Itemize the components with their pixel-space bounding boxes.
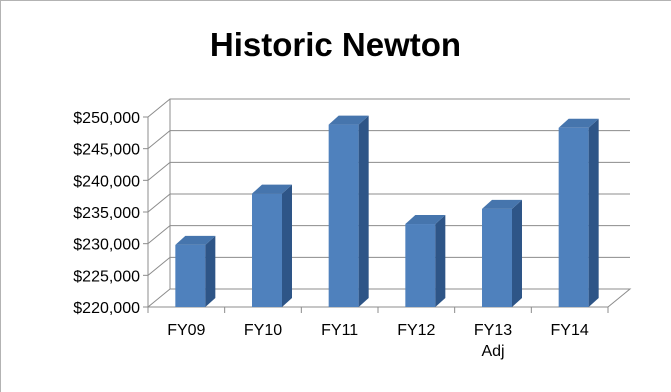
y-tick-label: $240,000 <box>73 173 140 190</box>
gridline <box>147 193 630 213</box>
bars <box>175 115 599 308</box>
bar-top <box>405 215 446 225</box>
y-tick-label: $225,000 <box>73 268 140 285</box>
bar-side <box>588 118 599 308</box>
bar-side <box>282 184 292 307</box>
y-tick-label: $250,000 <box>73 110 140 127</box>
x-tick-label: FY13 Adj <box>474 322 512 360</box>
bar <box>405 215 446 307</box>
bar-top <box>328 115 369 125</box>
bar-front <box>558 127 589 308</box>
bar-side <box>358 115 369 307</box>
bar-top <box>482 199 522 209</box>
bar-front <box>328 124 359 307</box>
chart-title: Historic Newton <box>209 26 462 63</box>
bar-side <box>205 235 216 307</box>
y-axis-ticks: $220,000 $225,000 $230,000 $235,000 $240,000… <box>73 110 148 317</box>
bar-front <box>482 208 512 307</box>
y-tick-label: $245,000 <box>73 142 140 159</box>
x-tick-label: FY11 <box>321 322 358 339</box>
bar-top <box>175 235 216 245</box>
bar-side <box>435 215 446 307</box>
gridline <box>147 161 630 181</box>
bar <box>328 115 369 307</box>
bar <box>252 184 292 307</box>
bar-front <box>405 224 436 307</box>
y-tick-label: $235,000 <box>73 205 140 222</box>
gridline <box>147 98 630 118</box>
y-tick-label: $230,000 <box>73 237 140 254</box>
x-tick-label: FY09 <box>167 322 205 339</box>
bar <box>482 199 522 307</box>
gridline <box>147 225 630 245</box>
x-tick-label: FY14 <box>551 322 589 339</box>
gridline <box>147 130 630 150</box>
bar-front <box>175 244 206 307</box>
bar <box>558 118 599 308</box>
bar <box>175 235 216 307</box>
bar-top <box>558 118 599 128</box>
floor-outline <box>147 288 632 308</box>
bar-front <box>252 193 282 307</box>
bar-side <box>512 199 522 307</box>
gridline <box>147 256 630 276</box>
bar-top <box>252 184 292 194</box>
x-tick-label: FY10 <box>244 322 282 339</box>
x-axis-ticks: FY09 FY10 FY11 FY12 FY13 Adj FY14 <box>147 307 609 360</box>
gridlines <box>147 98 632 308</box>
x-tick-label: FY12 <box>397 322 435 339</box>
y-tick-label: $220,000 <box>73 300 140 317</box>
